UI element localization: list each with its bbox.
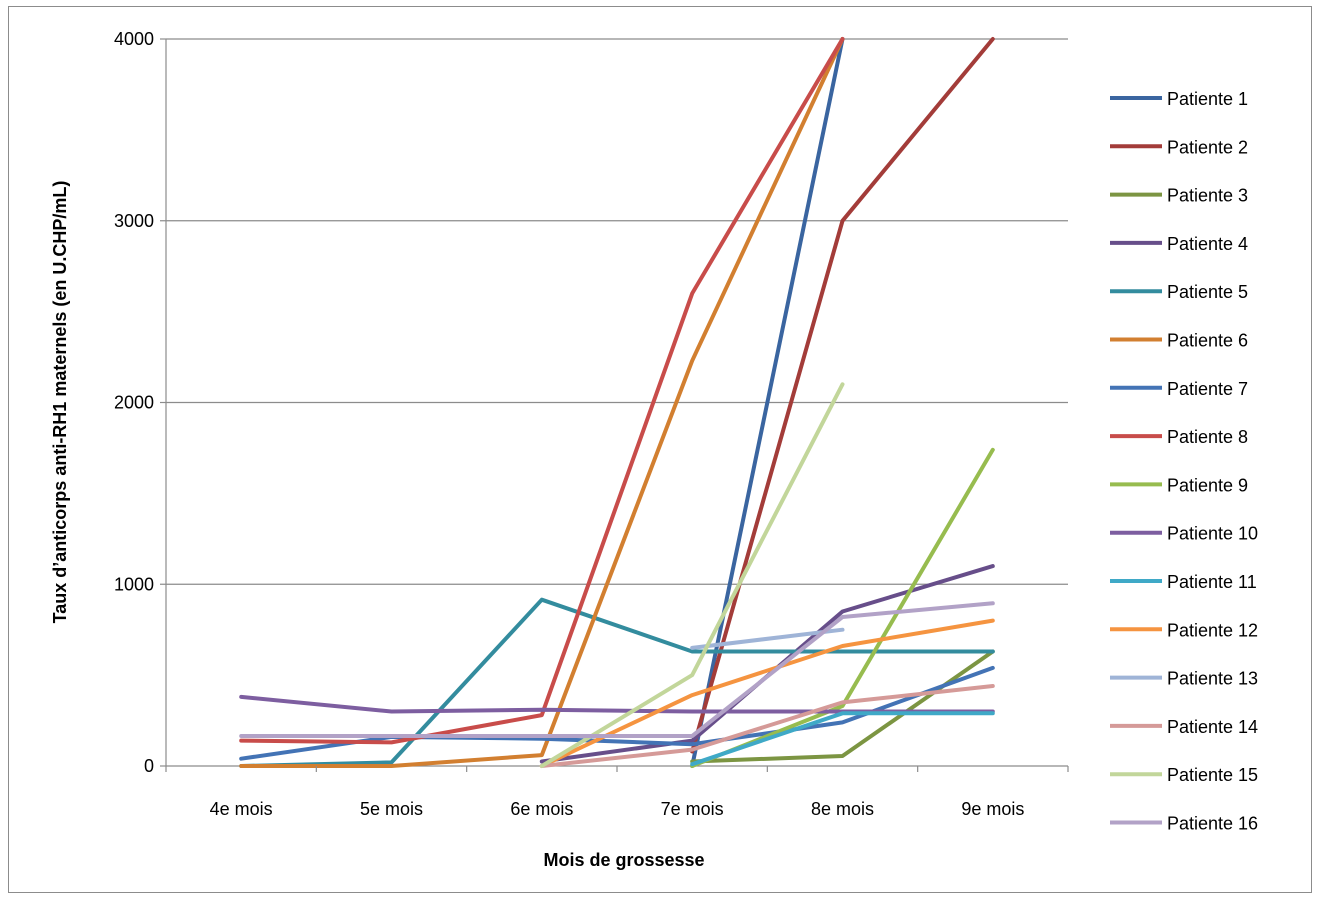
y-axis-ticks: 0 1000 2000 3000 4000 <box>114 29 154 776</box>
series-line-13 <box>690 627 845 650</box>
legend-item: Patiente 2 <box>1110 137 1248 157</box>
legend-item: Patiente 6 <box>1110 331 1248 351</box>
legend-label: Patiente 13 <box>1167 669 1258 689</box>
x-tick-label: 8e mois <box>811 799 874 819</box>
legend-item: Patiente 11 <box>1110 572 1257 592</box>
legend-item: Patiente 10 <box>1110 524 1258 544</box>
y-tick-label: 2000 <box>114 393 154 413</box>
legend-item: Patiente 12 <box>1110 620 1258 640</box>
legend-label: Patiente 10 <box>1167 524 1258 544</box>
legend-label: Patiente 9 <box>1167 475 1248 495</box>
legend-label: Patiente 12 <box>1167 620 1258 640</box>
x-tick-label: 9e mois <box>961 799 1024 819</box>
series-line-5 <box>239 597 995 768</box>
legend-label: Patiente 3 <box>1167 186 1248 206</box>
x-tick-label: 5e mois <box>360 799 423 819</box>
legend-label: Patiente 14 <box>1167 717 1258 737</box>
legend-label: Patiente 6 <box>1167 331 1248 351</box>
series-line-14 <box>539 684 995 768</box>
legend-label: Patiente 1 <box>1167 89 1248 109</box>
legend-item: Patiente 16 <box>1110 814 1258 834</box>
y-tick-label: 4000 <box>114 29 154 49</box>
series-line-16 <box>239 601 995 738</box>
x-tick-label: 6e mois <box>510 799 573 819</box>
legend-label: Patiente 2 <box>1167 137 1248 157</box>
legend: Patiente 1 Patiente 2 Patiente 3 Patiente 4… <box>1110 89 1258 834</box>
series-line-11 <box>690 711 995 767</box>
series-line-12 <box>539 618 995 768</box>
y-tick-label: 1000 <box>114 574 154 594</box>
legend-label: Patiente 11 <box>1167 572 1257 592</box>
series-lines <box>239 37 995 768</box>
x-axis-ticks: 4e mois 5e mois 6e mois 7e mois 8e mois 9e mo… <box>165 766 1069 819</box>
legend-item: Patiente 5 <box>1110 282 1248 302</box>
y-tick-label: 0 <box>144 756 154 776</box>
legend-item: Patiente 9 <box>1110 475 1248 495</box>
legend-item: Patiente 8 <box>1110 427 1248 447</box>
y-axis-title: Taux d’anticorps anti-RH1 maternels (en … <box>50 181 70 624</box>
legend-label: Patiente 4 <box>1167 234 1248 254</box>
legend-item: Patiente 13 <box>1110 669 1258 689</box>
series-line-6 <box>239 37 845 768</box>
x-tick-label: 4e mois <box>210 799 273 819</box>
series-line-8 <box>239 37 845 745</box>
legend-item: Patiente 14 <box>1110 717 1258 737</box>
legend-item: Patiente 3 <box>1110 186 1248 206</box>
legend-item: Patiente 1 <box>1110 89 1248 109</box>
x-axis-title: Mois de grossesse <box>543 850 704 870</box>
gridlines <box>160 38 1068 767</box>
legend-label: Patiente 16 <box>1167 814 1258 834</box>
legend-item: Patiente 4 <box>1110 234 1248 254</box>
legend-item: Patiente 15 <box>1110 765 1258 785</box>
x-tick-label: 7e mois <box>661 799 724 819</box>
legend-item: Patiente 7 <box>1110 379 1248 399</box>
y-tick-label: 3000 <box>114 211 154 231</box>
legend-label: Patiente 7 <box>1167 379 1248 399</box>
legend-label: Patiente 8 <box>1167 427 1248 447</box>
legend-label: Patiente 15 <box>1167 765 1258 785</box>
legend-label: Patiente 5 <box>1167 282 1248 302</box>
